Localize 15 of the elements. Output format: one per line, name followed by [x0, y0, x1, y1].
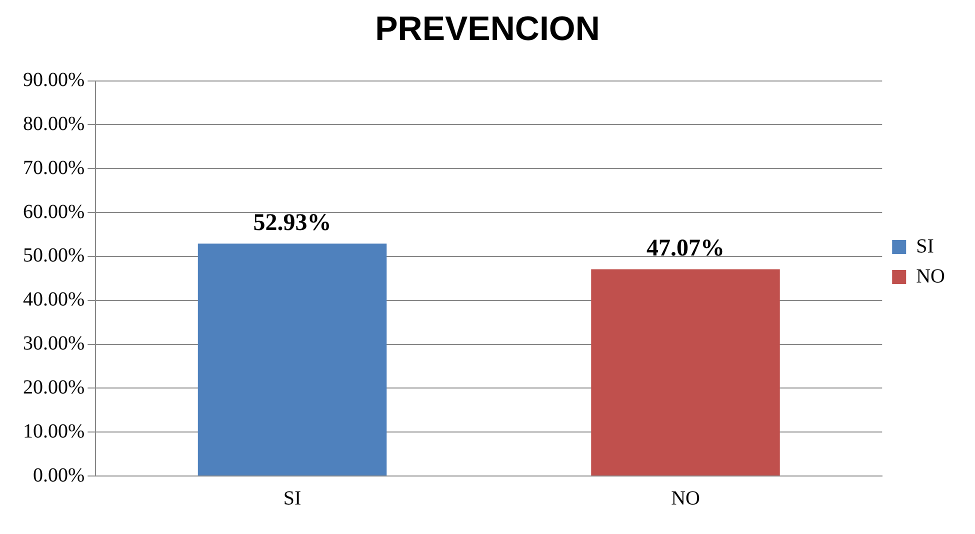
chart-title: PREVENCION: [375, 10, 600, 48]
y-tick-label: 0.00%: [32, 464, 85, 486]
y-tick-label: 40.00%: [22, 288, 85, 311]
y-tick-label: 90.00%: [22, 69, 85, 92]
y-tick-label: 60.00%: [22, 200, 85, 223]
y-tick-label: 80.00%: [22, 112, 85, 135]
legend-label: SI: [916, 235, 934, 258]
data-label: 52.93%: [253, 210, 332, 236]
y-tick-label: 30.00%: [22, 332, 85, 355]
data-label: 47.07%: [646, 236, 724, 262]
y-tick-label: 10.00%: [22, 420, 85, 442]
y-tick-label: 20.00%: [22, 376, 85, 398]
y-tick-label: 70.00%: [22, 156, 85, 179]
y-tick-label: 50.00%: [22, 244, 85, 267]
legend-label: NO: [916, 265, 946, 288]
